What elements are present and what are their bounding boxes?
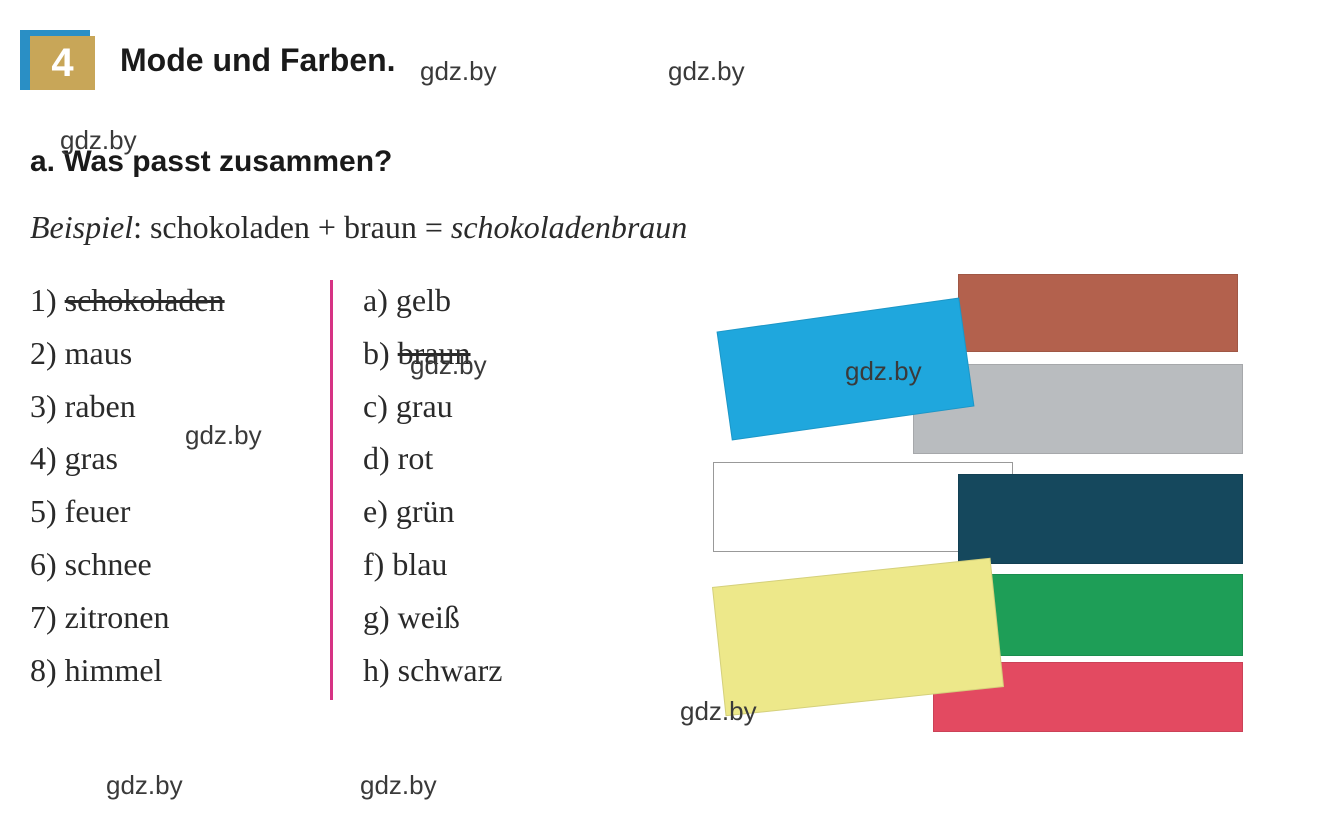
left-list-word: feuer xyxy=(65,493,131,529)
left-list-item: 4) gras xyxy=(30,432,330,485)
example-left: schokoladen xyxy=(150,209,310,245)
right-list-item: g) weiß xyxy=(363,591,583,644)
right-list-number: c) xyxy=(363,388,396,424)
left-list-word: schnee xyxy=(65,546,152,582)
right-list-item: f) blau xyxy=(363,538,583,591)
right-list-word: grau xyxy=(396,388,453,424)
right-list-word: grün xyxy=(396,493,455,529)
badge-box: 4 xyxy=(30,36,95,90)
example-plus: + xyxy=(310,209,344,245)
watermark: gdz.by xyxy=(106,770,183,801)
example-result: schokoladenbraun xyxy=(451,209,687,245)
exercise-number-badge: 4 xyxy=(20,30,100,90)
right-list-number: d) xyxy=(363,440,398,476)
right-list-number: a) xyxy=(363,282,396,318)
example-label: Beispiel xyxy=(30,209,133,245)
left-list-number: 8) xyxy=(30,652,65,688)
left-list-word: schokoladen xyxy=(65,282,225,318)
left-list-item: 5) feuer xyxy=(30,485,330,538)
left-list-item: 2) maus xyxy=(30,327,330,380)
example-eq: = xyxy=(417,209,451,245)
left-list-number: 7) xyxy=(30,599,65,635)
left-list-item: 3) raben xyxy=(30,380,330,433)
left-list-word: maus xyxy=(65,335,133,371)
watermark: gdz.by xyxy=(360,770,437,801)
watermark: gdz.by xyxy=(680,696,757,727)
right-list-word: rot xyxy=(398,440,434,476)
watermark: gdz.by xyxy=(185,420,262,451)
left-list-number: 1) xyxy=(30,282,65,318)
right-list-word: blau xyxy=(392,546,447,582)
right-list-item: e) grün xyxy=(363,485,583,538)
left-list-number: 6) xyxy=(30,546,65,582)
right-column: a) gelbb) braunc) graud) rote) grünf) bl… xyxy=(333,274,583,696)
right-list-word: gelb xyxy=(396,282,451,318)
watermark: gdz.by xyxy=(410,350,487,381)
right-list-number: h) xyxy=(363,652,398,688)
watermark: gdz.by xyxy=(420,56,497,87)
color-swatch-area xyxy=(703,274,1243,704)
watermark: gdz.by xyxy=(668,56,745,87)
exercise-subtitle: a. Was passt zusammen? xyxy=(30,145,1323,179)
right-list-number: e) xyxy=(363,493,396,529)
left-list-number: 5) xyxy=(30,493,65,529)
color-swatch xyxy=(958,274,1238,352)
color-swatch xyxy=(958,474,1243,564)
left-list-word: gras xyxy=(65,440,118,476)
left-list-item: 7) zitronen xyxy=(30,591,330,644)
left-list-item: 8) himmel xyxy=(30,644,330,697)
left-list-number: 2) xyxy=(30,335,65,371)
right-list-item: a) gelb xyxy=(363,274,583,327)
right-list-item: d) rot xyxy=(363,432,583,485)
watermark: gdz.by xyxy=(60,125,137,156)
right-list-item: h) schwarz xyxy=(363,644,583,697)
left-list-item: 6) schnee xyxy=(30,538,330,591)
right-list-number: b) xyxy=(363,335,398,371)
left-list-word: zitronen xyxy=(65,599,170,635)
left-list-number: 4) xyxy=(30,440,65,476)
left-column: 1) schokoladen2) maus3) raben4) gras5) f… xyxy=(30,274,330,696)
example-sep: : xyxy=(133,209,150,245)
right-list-word: schwarz xyxy=(398,652,503,688)
left-list-word: himmel xyxy=(65,652,163,688)
left-list-word: raben xyxy=(65,388,136,424)
right-list-number: g) xyxy=(363,599,398,635)
watermark: gdz.by xyxy=(845,356,922,387)
right-list-word: weiß xyxy=(398,599,460,635)
left-list-number: 3) xyxy=(30,388,65,424)
exercise-title: Mode und Farben. xyxy=(120,42,396,79)
right-list-number: f) xyxy=(363,546,392,582)
exercise-number: 4 xyxy=(51,41,73,86)
example-right: braun xyxy=(344,209,417,245)
left-list-item: 1) schokoladen xyxy=(30,274,330,327)
example-line: Beispiel: schokoladen + braun = schokola… xyxy=(30,209,1323,246)
badge-accent-left xyxy=(20,30,30,90)
right-list-item: c) grau xyxy=(363,380,583,433)
